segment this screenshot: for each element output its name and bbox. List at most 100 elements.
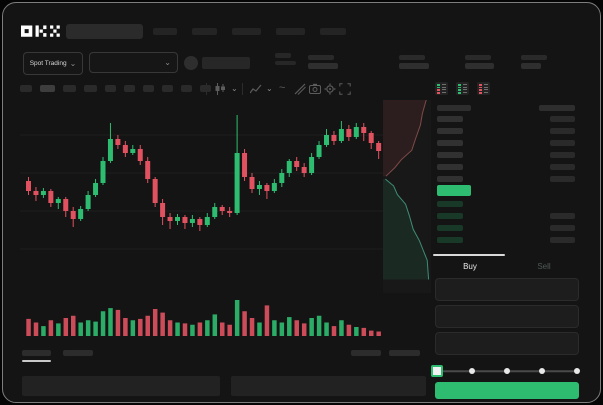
slider-stop[interactable] [539,368,545,374]
order-input-field[interactable] [435,305,579,328]
depth-color-bar [437,84,440,86]
orderbook-layout-toggles [435,80,490,97]
ask-price-placeholder [437,164,463,170]
timeframe-button[interactable] [40,85,55,92]
orderbook-layout-icon[interactable] [477,82,490,95]
orderbook-ask-row[interactable] [437,140,575,146]
orderbook-layout-icon[interactable] [435,82,448,95]
tab-sell[interactable]: Sell [507,256,581,276]
slider-stop[interactable] [469,368,475,374]
ask-amount-placeholder [550,116,575,122]
stat-label-placeholder [399,55,425,60]
stat-value-placeholder [465,63,494,69]
orderbook-bid-row[interactable] [437,213,575,219]
line-chart-icon[interactable]: ~ [279,82,286,94]
dash [462,86,467,88]
timeframe-button[interactable] [200,85,211,92]
orderbook-bid-row[interactable] [437,225,575,231]
timeframe-button[interactable] [181,85,192,92]
nav-link-placeholder[interactable] [153,28,177,35]
timeframe-button[interactable] [63,85,76,92]
market-type-dropdown[interactable]: Spot Trading ⌄ [23,52,83,75]
stat-label-placeholder [308,55,334,60]
dash [483,86,488,88]
active-tab-indicator [433,254,505,256]
orderbook-ask-row[interactable] [437,116,575,122]
candle-style-icon[interactable] [214,83,226,95]
orderbook-bid-row[interactable] [437,201,575,207]
dash [441,84,446,86]
dash [483,84,488,86]
price-chart-svg [20,115,426,336]
ask-amount-placeholder [550,140,575,146]
depth-color-bar [437,89,440,91]
timeframe-button[interactable] [105,85,116,92]
scale-toggle-placeholder[interactable] [351,350,381,356]
timeframe-button[interactable] [20,85,32,92]
fullscreen-icon[interactable] [339,83,351,95]
ask-amount-placeholder [550,176,575,182]
market-type-label: Spot Trading [29,60,67,67]
last-price-placeholder [202,57,250,69]
order-input-field[interactable] [435,278,579,301]
bottom-tab-placeholder[interactable] [22,350,51,356]
indicators-icon[interactable] [250,84,262,95]
slider-handle[interactable] [431,365,443,377]
price-subtext-placeholder [275,61,296,65]
dash [462,91,467,94]
price-change-placeholder [275,53,291,58]
candlestick-chart[interactable] [18,98,433,343]
slider-stop[interactable] [574,368,580,374]
nav-link-placeholder[interactable] [232,28,261,35]
chevron-down-icon[interactable]: ⌄ [231,84,238,93]
price-column-header [437,105,471,111]
bid-price-placeholder [437,201,463,207]
gear-icon[interactable] [324,83,336,95]
depth-color-bar [458,84,461,86]
depth-color-bar [458,89,461,91]
amount-slider[interactable] [431,364,580,378]
tab-buy[interactable]: Buy [433,256,507,276]
bid-amount-placeholder [550,225,575,231]
chevron-down-icon: ⌄ [69,58,77,68]
timeframe-button[interactable] [124,85,135,92]
nav-link-placeholder[interactable] [276,28,305,35]
slider-stop[interactable] [504,368,510,374]
drawing-tools-icon[interactable] [294,83,306,95]
stat-value-placeholder [308,63,338,69]
orderbook-ask-row[interactable] [437,176,575,182]
timeframe-button[interactable] [162,85,173,92]
depth-color-bar [437,86,440,89]
last-price-badge[interactable] [437,185,471,196]
search-input[interactable] [66,24,143,39]
amount-column-header [539,105,575,111]
pair-selector-dropdown[interactable]: ⌄ [89,52,178,73]
depth-color-bar [458,91,461,94]
order-form [435,278,579,359]
stat-value-placeholder [521,63,541,69]
order-input-field[interactable] [435,332,579,355]
orderbook-layout-icon[interactable] [456,82,469,95]
timeframe-button[interactable] [84,85,97,92]
ask-price-placeholder [437,176,463,182]
orderbook-ask-row[interactable] [437,164,575,170]
orderbook-ask-row[interactable] [437,152,575,158]
trade-tabs: Buy Sell [433,256,581,276]
stat-label-placeholder [465,55,491,60]
chevron-down-icon[interactable]: ⌄ [266,84,273,93]
camera-icon[interactable] [309,83,321,95]
bottom-panel-placeholder [231,376,426,396]
orderbook-bid-row[interactable] [437,237,575,243]
nav-link-placeholder[interactable] [192,28,217,35]
bid-price-placeholder [437,225,463,231]
dash [441,86,446,88]
timeframe-button[interactable] [143,85,154,92]
nav-link-placeholder[interactable] [320,28,346,35]
orderbook-ask-row[interactable] [437,128,575,134]
bottom-tab-placeholder[interactable] [63,350,93,356]
scale-toggle-placeholder[interactable] [389,350,420,356]
ask-amount-placeholder [550,128,575,134]
depth-color-bar [458,86,461,89]
buy-button[interactable] [435,382,579,399]
